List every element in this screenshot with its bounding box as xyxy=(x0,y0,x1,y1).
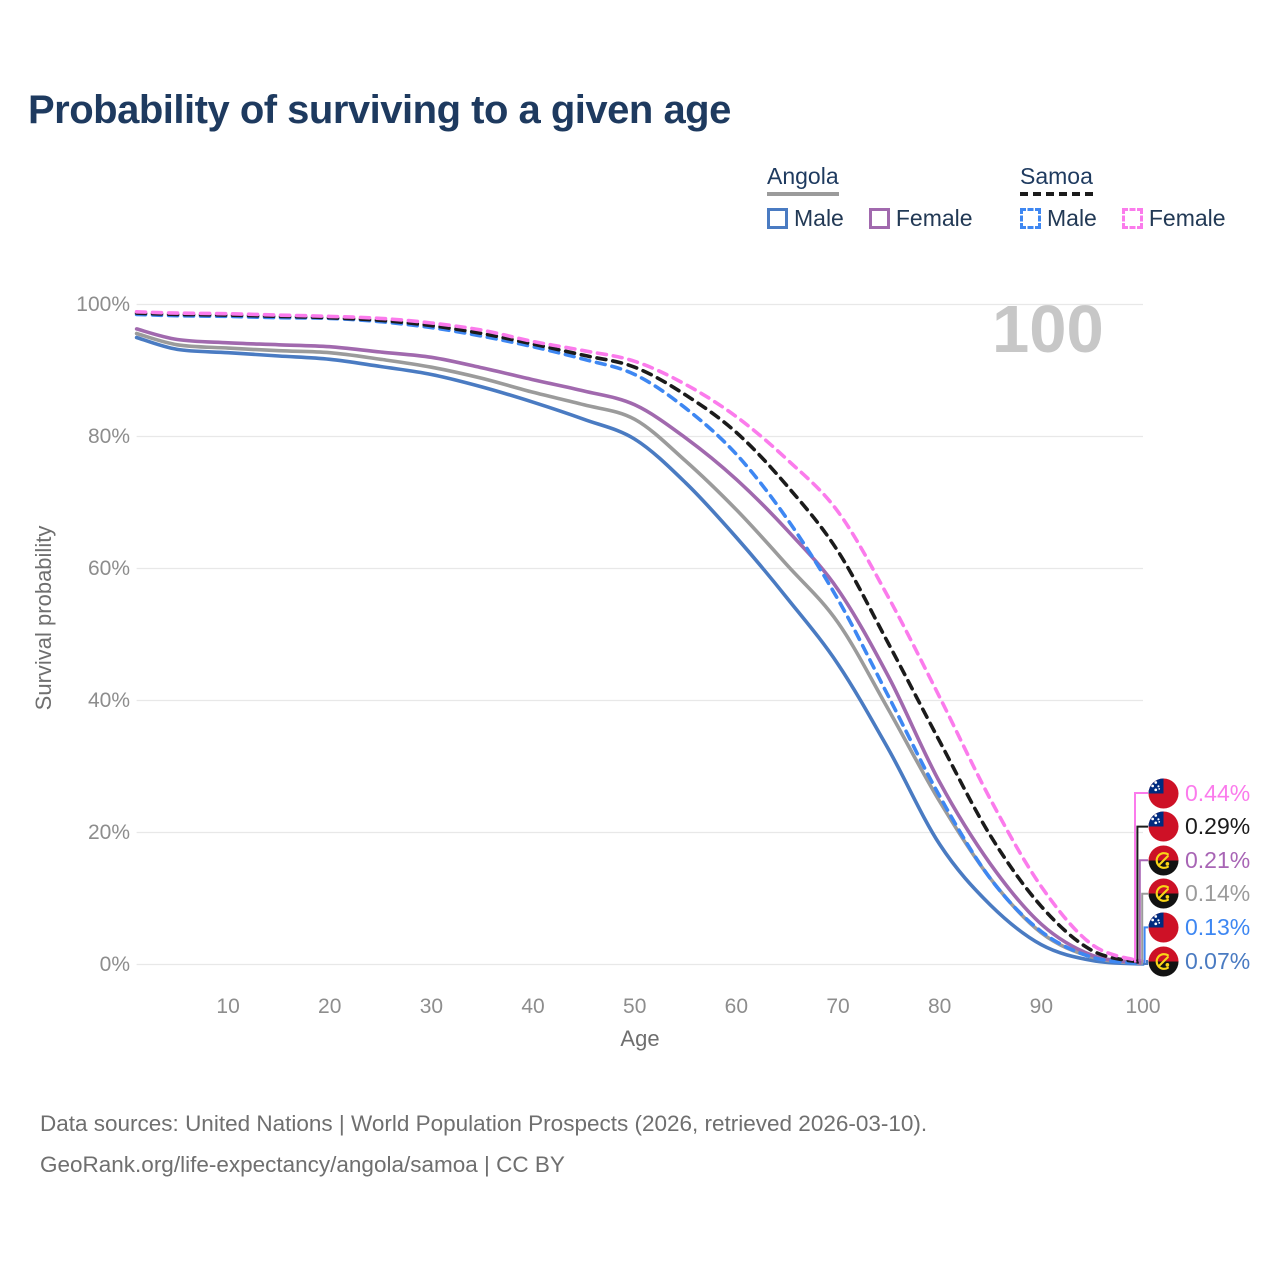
y-tick-label: 0% xyxy=(99,952,130,976)
angola-flag-icon xyxy=(1148,845,1179,876)
legend-item-angola-male[interactable]: Male xyxy=(767,205,844,232)
callout-row-angola-014: 0.14% xyxy=(1148,878,1250,909)
callout-value: 0.29% xyxy=(1185,813,1251,840)
legend-item-label: Male xyxy=(794,205,844,231)
y-axis-title: Survival probability xyxy=(31,525,56,711)
data-sources-line: Data sources: United Nations | World Pop… xyxy=(40,1111,928,1136)
x-tick-label: 100 xyxy=(1125,995,1161,1018)
callout-value: 0.13% xyxy=(1185,913,1251,940)
callout-connector xyxy=(1143,960,1148,965)
angola-flag-icon xyxy=(1148,945,1179,977)
callout-row-angola-007: 0.07% xyxy=(1148,945,1251,977)
page-title: Probability of surviving to a given age xyxy=(28,88,731,132)
source-attribution: Data sources: United Nations | World Pop… xyxy=(40,1103,927,1185)
x-tick-label: 20 xyxy=(318,995,342,1018)
y-tick-label: 100% xyxy=(76,292,130,316)
x-tick-label: 10 xyxy=(216,995,240,1018)
y-tick-label: 20% xyxy=(87,820,130,844)
legend-header-angola: Angola xyxy=(767,163,973,196)
x-axis-title: Age xyxy=(620,1026,660,1051)
callout-value: 0.14% xyxy=(1185,880,1251,907)
samoa-flag-icon xyxy=(1148,811,1179,842)
x-tick-label: 50 xyxy=(623,995,647,1018)
line-angola-female xyxy=(134,327,1145,965)
line-samoa-male xyxy=(134,312,1145,966)
legend-item-label: Female xyxy=(895,205,973,231)
x-tick-label: 70 xyxy=(826,995,850,1018)
callout-row-angola-021: 0.21% xyxy=(1148,845,1250,876)
callout-value: 0.07% xyxy=(1185,947,1251,974)
samoa-flag-icon xyxy=(1148,912,1179,943)
samoa-female-swatch-icon xyxy=(1121,208,1143,229)
y-tick-label: 60% xyxy=(87,556,130,580)
legend-group-angola: Angola Male Female xyxy=(767,163,973,232)
legend-item-samoa-male[interactable]: Male xyxy=(1020,205,1097,232)
angola-female-swatch-icon xyxy=(868,208,890,229)
callout-value: 0.44% xyxy=(1185,779,1251,806)
legend-header-samoa: Samoa xyxy=(1020,163,1226,196)
x-tick-label: 30 xyxy=(419,995,444,1018)
callout-row-samoa-044: 0.44% xyxy=(1148,777,1251,809)
legend-group-samoa: Samoa Male Female xyxy=(1020,163,1226,232)
samoa-flag-icon xyxy=(1148,777,1179,809)
line-angola-total xyxy=(134,331,1145,966)
callout-connector xyxy=(1141,892,1148,965)
legend-item-label: Male xyxy=(1047,205,1097,231)
line-samoa-total xyxy=(134,311,1145,965)
angola-male-swatch-icon xyxy=(767,208,788,229)
callout-value: 0.21% xyxy=(1185,846,1251,873)
line-samoa-female xyxy=(134,310,1145,964)
x-tick-label: 80 xyxy=(927,995,952,1018)
legend-item-angola-female[interactable]: Female xyxy=(868,205,973,232)
callout-row-samoa-013: 0.13% xyxy=(1148,912,1250,943)
y-tick-label: 40% xyxy=(87,688,130,712)
x-tick-label: 60 xyxy=(724,995,749,1018)
y-tick-label: 80% xyxy=(87,424,130,448)
georank-url-line: GeoRank.org/life-expectancy/angola/samoa… xyxy=(40,1152,565,1177)
line-angola-male xyxy=(134,335,1145,966)
samoa-male-swatch-icon xyxy=(1020,208,1041,229)
x-tick-label: 90 xyxy=(1029,995,1053,1018)
x-tick-label: 40 xyxy=(521,995,545,1018)
legend-header-samoa-label: Samoa xyxy=(1020,163,1093,196)
angola-flag-icon xyxy=(1148,878,1179,909)
callout-row-samoa-029: 0.29% xyxy=(1148,811,1250,842)
legend-item-label: Female xyxy=(1148,205,1226,231)
legend-header-angola-label: Angola xyxy=(767,163,839,196)
legend-item-samoa-female[interactable]: Female xyxy=(1121,205,1226,232)
